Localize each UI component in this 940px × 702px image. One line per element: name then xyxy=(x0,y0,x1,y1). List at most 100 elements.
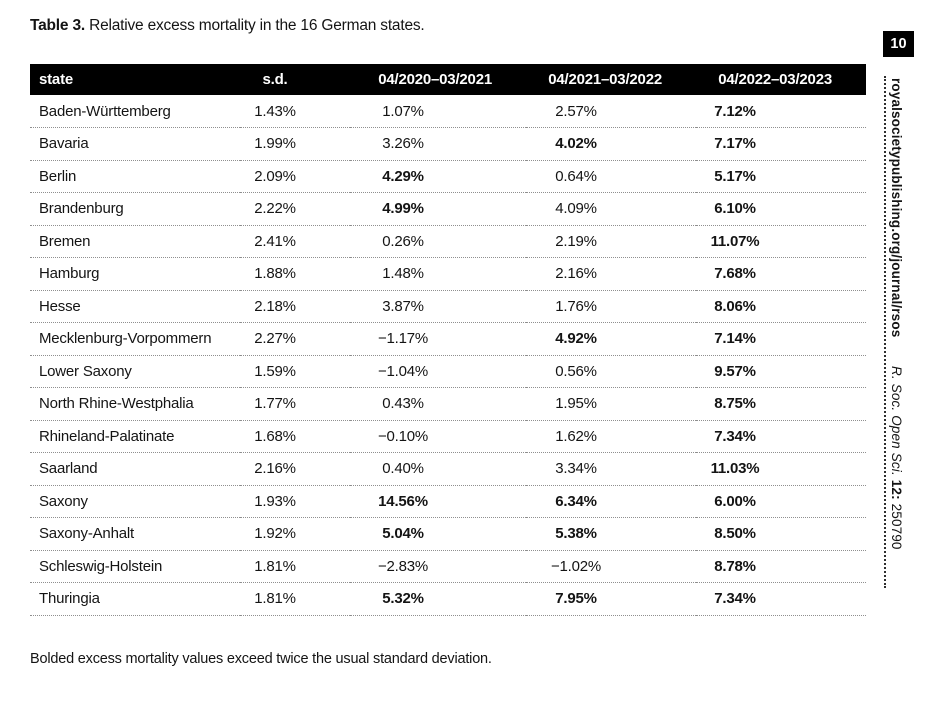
state-name-cell: Saxony-Anhalt xyxy=(30,517,240,551)
mortality-value-cell: 6.00% xyxy=(696,485,866,518)
citation-volume: 12: xyxy=(889,479,904,504)
sd-cell: 1.43% xyxy=(240,95,350,128)
col-header-state: state xyxy=(30,64,240,95)
sd-cell: 2.18% xyxy=(240,290,350,323)
table-footnote: Bolded excess mortality values exceed tw… xyxy=(30,651,492,667)
state-name-cell: Bremen xyxy=(30,225,240,258)
mortality-value-cell: 7.14% xyxy=(696,322,866,356)
mortality-value-cell: 8.75% xyxy=(696,387,866,421)
mortality-value-cell: 1.07% xyxy=(350,95,526,128)
sd-cell: 1.81% xyxy=(240,550,350,583)
mortality-value-cell: 2.16% xyxy=(526,257,696,291)
mortality-value-cell: 3.26% xyxy=(350,127,526,161)
citation: R. Soc. Open Sci. 12: 250790 xyxy=(889,366,904,550)
sd-cell: 2.27% xyxy=(240,322,350,356)
sd-cell: 2.09% xyxy=(240,160,350,193)
journal-url: royalsocietypublishing.org/journal/rsos xyxy=(889,78,904,338)
table-row: North Rhine-Westphalia 1.77% 0.43% 1.95% 8.7… xyxy=(30,387,866,421)
table-caption-text: Relative excess mortality in the 16 Germ… xyxy=(84,17,425,34)
state-name-cell: Berlin xyxy=(30,160,240,193)
sd-cell: 1.77% xyxy=(240,387,350,421)
state-name-cell: Lower Saxony xyxy=(30,355,240,388)
table-row: Saarland 2.16% 0.40% 3.34% 11.03% xyxy=(30,452,866,486)
mortality-value-cell: 14.56% xyxy=(350,485,526,518)
excess-mortality-table: state s.d. 04/2020–03/2021 04/2021–03/20… xyxy=(30,64,866,616)
table-row: Lower Saxony 1.59% −1.04% 0.56% 9.57% xyxy=(30,355,866,388)
table-caption-label: Table 3. xyxy=(30,17,85,34)
table-header-row: state s.d. 04/2020–03/2021 04/2021–03/20… xyxy=(30,64,866,95)
state-name-cell: North Rhine-Westphalia xyxy=(30,387,240,421)
state-name-cell: Rhineland-Palatinate xyxy=(30,420,240,453)
mortality-value-cell: 0.43% xyxy=(350,387,526,421)
state-name-cell: Brandenburg xyxy=(30,192,240,226)
mortality-value-cell: 4.09% xyxy=(526,192,696,226)
table-row: Bavaria 1.99% 3.26% 4.02% 7.17% xyxy=(30,127,866,161)
sd-cell: 2.41% xyxy=(240,225,350,258)
state-name-cell: Hesse xyxy=(30,290,240,323)
table-row: Mecklenburg-Vorpommern 2.27% −1.17% 4.92% 7.… xyxy=(30,322,866,356)
table-row: Baden-Württemberg 1.43% 1.07% 2.57% 7.12% xyxy=(30,95,866,128)
mortality-value-cell: 5.32% xyxy=(350,582,526,616)
table-row: Hamburg 1.88% 1.48% 2.16% 7.68% xyxy=(30,257,866,291)
mortality-value-cell: −1.02% xyxy=(526,550,696,583)
mortality-value-cell: 1.62% xyxy=(526,420,696,453)
sd-cell: 2.16% xyxy=(240,452,350,486)
mortality-value-cell: 0.64% xyxy=(526,160,696,193)
mortality-value-cell: 7.34% xyxy=(696,420,866,453)
state-name-cell: Mecklenburg-Vorpommern xyxy=(30,322,240,356)
mortality-value-cell: 4.92% xyxy=(526,322,696,356)
mortality-value-cell: 7.17% xyxy=(696,127,866,161)
mortality-value-cell: 8.06% xyxy=(696,290,866,323)
mortality-value-cell: 2.57% xyxy=(526,95,696,128)
mortality-value-cell: 8.78% xyxy=(696,550,866,583)
page-number-badge: 10 xyxy=(883,31,914,57)
table-caption: Table 3. Relative excess mortality in th… xyxy=(30,17,425,35)
state-name-cell: Baden-Württemberg xyxy=(30,95,240,128)
mortality-value-cell: 4.29% xyxy=(350,160,526,193)
mortality-value-cell: 7.68% xyxy=(696,257,866,291)
mortality-value-cell: 11.07% xyxy=(696,225,866,258)
table-body: Baden-Württemberg 1.43% 1.07% 2.57% 7.12% Bav… xyxy=(30,95,866,616)
mortality-value-cell: −2.83% xyxy=(350,550,526,583)
mortality-value-cell: −1.04% xyxy=(350,355,526,388)
state-name-cell: Thuringia xyxy=(30,582,240,616)
sd-cell: 1.88% xyxy=(240,257,350,291)
citation-article-number: 250790 xyxy=(889,503,904,550)
sd-cell: 1.99% xyxy=(240,127,350,161)
col-header-period-3: 04/2022–03/2023 xyxy=(696,64,866,95)
table-row: Bremen 2.41% 0.26% 2.19% 11.07% xyxy=(30,225,866,258)
mortality-value-cell: 7.12% xyxy=(696,95,866,128)
table-row: Saxony-Anhalt 1.92% 5.04% 5.38% 8.50% xyxy=(30,517,866,551)
state-name-cell: Hamburg xyxy=(30,257,240,291)
mortality-value-cell: 9.57% xyxy=(696,355,866,388)
table-row: Brandenburg 2.22% 4.99% 4.09% 6.10% xyxy=(30,192,866,226)
mortality-value-cell: 7.34% xyxy=(696,582,866,616)
mortality-value-cell: 3.87% xyxy=(350,290,526,323)
mortality-value-cell: 5.04% xyxy=(350,517,526,551)
table-header: state s.d. 04/2020–03/2021 04/2021–03/20… xyxy=(30,64,866,95)
table-row: Hesse 2.18% 3.87% 1.76% 8.06% xyxy=(30,290,866,323)
mortality-value-cell: −1.17% xyxy=(350,322,526,356)
mortality-value-cell: 5.17% xyxy=(696,160,866,193)
mortality-value-cell: 4.02% xyxy=(526,127,696,161)
sd-cell: 1.68% xyxy=(240,420,350,453)
mortality-value-cell: 7.95% xyxy=(526,582,696,616)
state-name-cell: Bavaria xyxy=(30,127,240,161)
sd-cell: 1.92% xyxy=(240,517,350,551)
mortality-value-cell: 1.76% xyxy=(526,290,696,323)
col-header-period-1: 04/2020–03/2021 xyxy=(350,64,526,95)
sd-cell: 2.22% xyxy=(240,192,350,226)
state-name-cell: Schleswig-Holstein xyxy=(30,550,240,583)
mortality-value-cell: 0.56% xyxy=(526,355,696,388)
citation-journal: R. Soc. Open Sci. xyxy=(889,366,904,480)
mortality-value-cell: 1.95% xyxy=(526,387,696,421)
table-row: Saxony 1.93% 14.56% 6.34% 6.00% xyxy=(30,485,866,518)
sidebar-dotted-rule xyxy=(884,76,886,588)
mortality-value-cell: 8.50% xyxy=(696,517,866,551)
state-name-cell: Saarland xyxy=(30,452,240,486)
mortality-value-cell: −0.10% xyxy=(350,420,526,453)
mortality-value-cell: 1.48% xyxy=(350,257,526,291)
mortality-value-cell: 0.26% xyxy=(350,225,526,258)
mortality-value-cell: 6.34% xyxy=(526,485,696,518)
mortality-value-cell: 0.40% xyxy=(350,452,526,486)
